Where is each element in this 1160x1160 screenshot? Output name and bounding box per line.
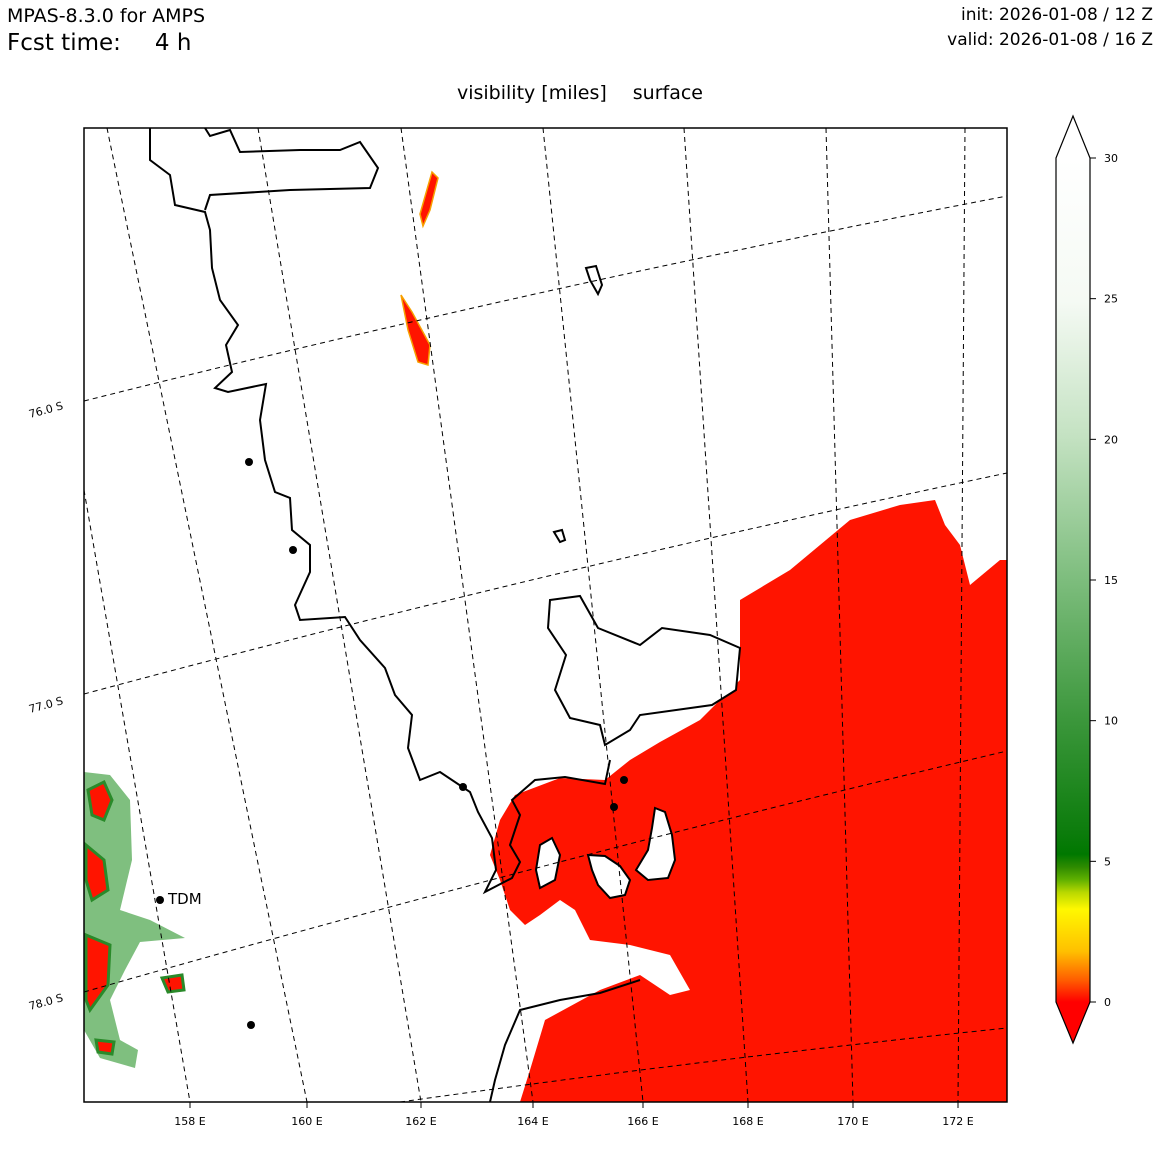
colorbar-tick-label: 20 (1104, 433, 1118, 446)
station-marker-tdm[interactable] (156, 896, 164, 904)
colorbar-tick-label: 0 (1104, 996, 1111, 1009)
lat-label-77: 77.0 S (27, 694, 64, 716)
latitude-labels: 76.0 S 77.0 S 78.0 S (27, 399, 64, 1013)
lon-label: 164 E (517, 1115, 548, 1128)
stations (156, 458, 628, 1029)
station-label-tdm: TDM (167, 890, 202, 908)
reduced-visibility-area (84, 772, 185, 1068)
longitude-labels: 158 E 160 E 162 E 164 E 166 E 168 E 170 E 172 E (174, 1102, 974, 1128)
forecast-time: Fcst time: 4 h (7, 30, 191, 56)
coastline (149, 128, 641, 1102)
lat-label-76: 76.0 S (27, 399, 64, 421)
level-name: surface (632, 82, 704, 104)
colorbar-tick-label: 5 (1104, 855, 1111, 868)
low-visibility-patch (84, 932, 112, 1014)
station-marker[interactable] (247, 1021, 255, 1029)
low-visibility-streak (400, 294, 431, 366)
lon-label: 162 E (405, 1115, 436, 1128)
low-visibility-patch (86, 779, 114, 822)
valid-time: valid: 2026-01-08 / 16 Z (947, 30, 1153, 50)
colorbar: 0 5 10 15 20 25 30 (1055, 114, 1118, 1045)
colorbar-tick-label: 15 (1104, 574, 1118, 587)
station-marker[interactable] (245, 458, 253, 466)
lon-label: 168 E (732, 1115, 763, 1128)
colorbar-tick-label: 25 (1104, 293, 1118, 306)
low-visibility-patch (84, 841, 110, 903)
lon-label: 160 E (291, 1115, 322, 1128)
station-marker[interactable] (459, 783, 467, 791)
lat-label-78: 78.0 S (27, 991, 64, 1013)
lon-label: 158 E (174, 1115, 205, 1128)
low-visibility-area (490, 500, 1007, 1102)
peninsula (546, 594, 742, 747)
station-marker[interactable] (620, 776, 628, 784)
variable-name: visibility [miles] (456, 82, 607, 104)
island (586, 853, 632, 900)
low-visibility-patch (159, 973, 186, 994)
low-visibility-patch (94, 1038, 116, 1056)
model-title: MPAS-8.3.0 for AMPS (7, 5, 206, 27)
map-area[interactable]: TDM (84, 128, 1007, 1102)
island (552, 528, 567, 544)
colorbar-extend-max (1056, 116, 1090, 158)
low-visibility-streak (419, 170, 439, 229)
colorbar-extend-min (1056, 1002, 1090, 1043)
lon-label: 172 E (942, 1115, 973, 1128)
island (584, 264, 604, 297)
lon-label: 166 E (627, 1115, 658, 1128)
station-marker[interactable] (289, 546, 297, 554)
init-time: init: 2026-01-08 / 12 Z (960, 5, 1153, 25)
station-marker[interactable] (610, 803, 618, 811)
forecast-time-label: Fcst time: (7, 30, 121, 56)
lon-label: 170 E (837, 1115, 868, 1128)
forecast-time-value: 4 h (154, 30, 192, 56)
colorbar-tick-label: 10 (1104, 715, 1118, 728)
graticule (84, 128, 1007, 1102)
island (534, 836, 562, 890)
colorbar-tick-label: 30 (1104, 152, 1118, 165)
map-title: visibility [miles] surface (0, 82, 1160, 104)
map-frame (83, 127, 1008, 1103)
